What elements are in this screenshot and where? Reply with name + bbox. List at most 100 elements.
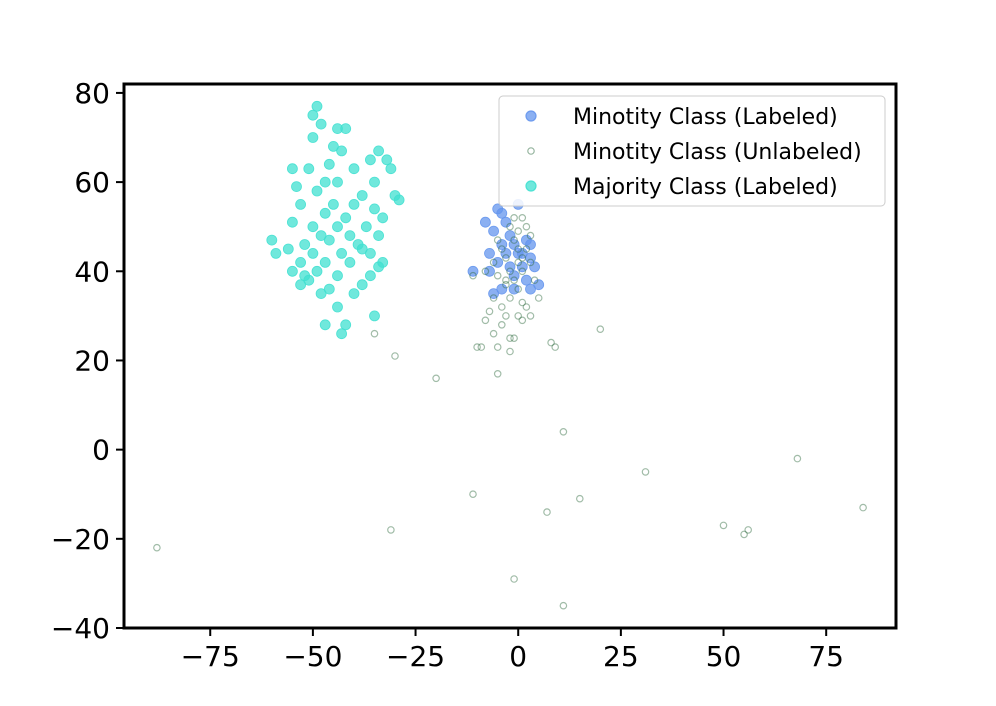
data-point <box>319 256 331 268</box>
data-point <box>518 298 527 307</box>
data-point <box>514 285 523 293</box>
y-tick-label: 60 <box>74 166 110 199</box>
data-point <box>327 140 339 152</box>
data-point <box>469 490 477 499</box>
data-point <box>381 154 393 166</box>
data-point <box>311 265 323 277</box>
data-point <box>533 279 545 291</box>
data-point <box>332 270 343 282</box>
data-point <box>497 303 506 311</box>
data-point <box>286 163 298 175</box>
data-point <box>336 247 348 259</box>
data-point <box>311 185 323 197</box>
data-point <box>348 198 360 210</box>
series-1 <box>467 198 545 300</box>
data-point <box>286 216 298 228</box>
y-tick-label: −40 <box>51 612 110 645</box>
data-point <box>311 100 323 112</box>
data-point <box>518 214 527 222</box>
data-point <box>477 343 486 351</box>
data-point <box>492 256 504 268</box>
x-tick-label: 25 <box>603 640 639 673</box>
data-point <box>493 369 502 378</box>
data-point <box>506 267 514 276</box>
data-point <box>393 194 405 206</box>
data-point <box>364 247 376 259</box>
y-tick-label: 80 <box>74 77 110 110</box>
data-point <box>315 118 327 130</box>
data-point <box>502 254 510 262</box>
x-tick-label: 75 <box>808 640 844 673</box>
data-point <box>369 203 380 215</box>
data-point <box>489 329 498 338</box>
data-point <box>481 267 490 276</box>
data-point <box>510 575 518 583</box>
data-point <box>291 181 302 193</box>
data-point <box>295 279 307 291</box>
data-point <box>348 163 360 175</box>
data-point <box>744 526 753 534</box>
data-point <box>502 312 510 320</box>
data-point <box>299 270 311 282</box>
data-point <box>547 338 555 347</box>
data-point <box>510 214 518 222</box>
data-point <box>356 190 368 201</box>
data-point <box>496 283 508 295</box>
series-2 <box>153 214 867 610</box>
data-point <box>391 352 399 360</box>
data-point <box>479 216 491 228</box>
data-point <box>506 222 514 231</box>
data-point <box>377 212 389 224</box>
data-point <box>315 288 327 300</box>
data-point <box>303 163 315 175</box>
legend-label: Minotity Class (Unlabeled) <box>573 140 862 165</box>
data-point <box>525 239 536 250</box>
data-point <box>469 271 477 280</box>
data-point <box>525 283 536 295</box>
data-point <box>514 258 523 267</box>
axes-layer: −75 −50 −25 0 25 50 75 −40 −20 0 20 40 60 80 <box>51 77 844 673</box>
data-point <box>504 230 516 242</box>
data-point <box>508 239 520 250</box>
plot-frame <box>122 82 898 630</box>
x-tick-label: 50 <box>706 640 742 673</box>
data-point <box>488 288 500 300</box>
data-point <box>295 198 307 210</box>
data-point <box>551 343 560 351</box>
data-point <box>336 145 348 157</box>
data-point <box>369 310 380 322</box>
data-point <box>493 271 502 280</box>
data-point <box>859 503 867 512</box>
data-point <box>299 239 311 250</box>
data-point <box>500 216 512 228</box>
data-point <box>504 261 516 273</box>
data-point <box>344 230 356 242</box>
data-point <box>369 176 380 188</box>
data-point <box>508 283 520 295</box>
data-point <box>506 347 514 356</box>
data-point <box>327 198 339 210</box>
data-point <box>332 301 343 313</box>
data-point <box>364 154 376 166</box>
data-point <box>526 231 535 240</box>
data-point <box>286 265 298 277</box>
data-point <box>373 261 385 273</box>
x-tick-label: −25 <box>386 640 445 673</box>
data-point <box>510 276 518 285</box>
data-point <box>485 307 494 316</box>
legend-marker <box>525 180 537 192</box>
data-point <box>307 247 319 259</box>
data-point <box>526 312 535 320</box>
data-point <box>641 468 650 476</box>
data-point <box>496 239 508 250</box>
data-point <box>521 274 532 286</box>
data-point <box>506 294 514 302</box>
data-point <box>508 270 520 282</box>
data-point <box>319 319 331 331</box>
points-layer <box>153 100 867 610</box>
y-tick-label: 20 <box>74 344 110 377</box>
data-point <box>387 526 395 534</box>
y-tick-label: −20 <box>51 523 110 556</box>
